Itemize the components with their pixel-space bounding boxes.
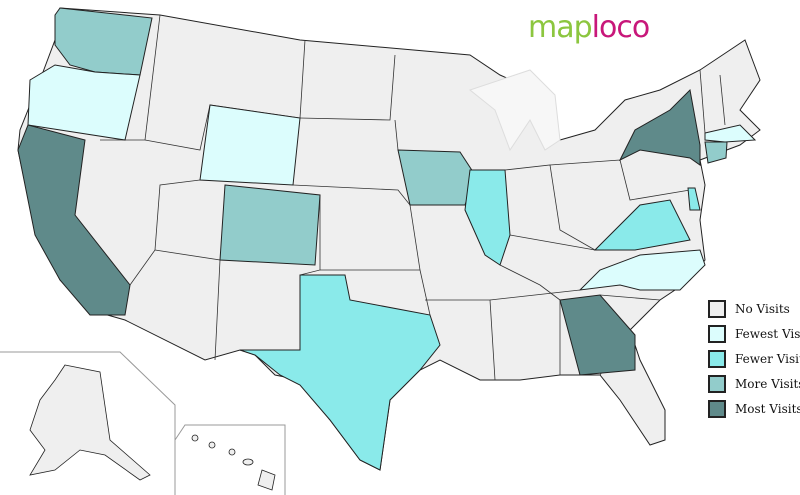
- logo-map-text: map: [528, 10, 593, 45]
- state-hawaii[interactable]: [191, 434, 276, 491]
- maploco-logo: maploco: [528, 10, 651, 45]
- logo-loco-text: loco: [591, 10, 651, 45]
- legend-swatch: [708, 374, 726, 393]
- state-wyoming[interactable]: [199, 104, 301, 186]
- state-iowa[interactable]: [397, 149, 476, 206]
- state-delaware[interactable]: [687, 187, 701, 211]
- state-washington[interactable]: [54, 7, 153, 76]
- state-georgia[interactable]: [559, 294, 636, 376]
- legend-swatch: [708, 324, 726, 343]
- state-north-carolina[interactable]: [578, 249, 706, 291]
- state-colorado[interactable]: [219, 184, 321, 266]
- inset-frames: [0, 351, 286, 495]
- legend-label: Fewest Visits: [735, 326, 800, 341]
- legend-label: No Visits: [735, 301, 790, 316]
- legend-label: Fewer Visits: [735, 351, 800, 366]
- state-massachusetts[interactable]: [704, 124, 757, 143]
- state-texas[interactable]: [239, 274, 441, 471]
- legend-swatch: [708, 299, 726, 318]
- legend-swatch: [708, 399, 726, 418]
- state-illinois[interactable]: [464, 169, 511, 266]
- state-california[interactable]: [17, 124, 131, 316]
- legend-item-most: Most Visits: [708, 396, 800, 421]
- state-alaska[interactable]: [29, 364, 151, 481]
- legend: No Visits Fewest Visits Fewer Visits Mor…: [708, 296, 800, 421]
- state-connecticut[interactable]: [704, 141, 728, 164]
- legend-label: Most Visits: [735, 401, 800, 416]
- legend-item-none: No Visits: [708, 296, 800, 321]
- legend-item-more: More Visits: [708, 371, 800, 396]
- state-virginia[interactable]: [593, 199, 691, 251]
- state-new-york[interactable]: [618, 88, 701, 166]
- legend-label: More Visits: [735, 376, 800, 391]
- great-lakes: [468, 69, 561, 152]
- legend-item-fewer: Fewer Visits: [708, 346, 800, 371]
- legend-item-fewest: Fewest Visits: [708, 321, 800, 346]
- legend-swatch: [708, 349, 726, 368]
